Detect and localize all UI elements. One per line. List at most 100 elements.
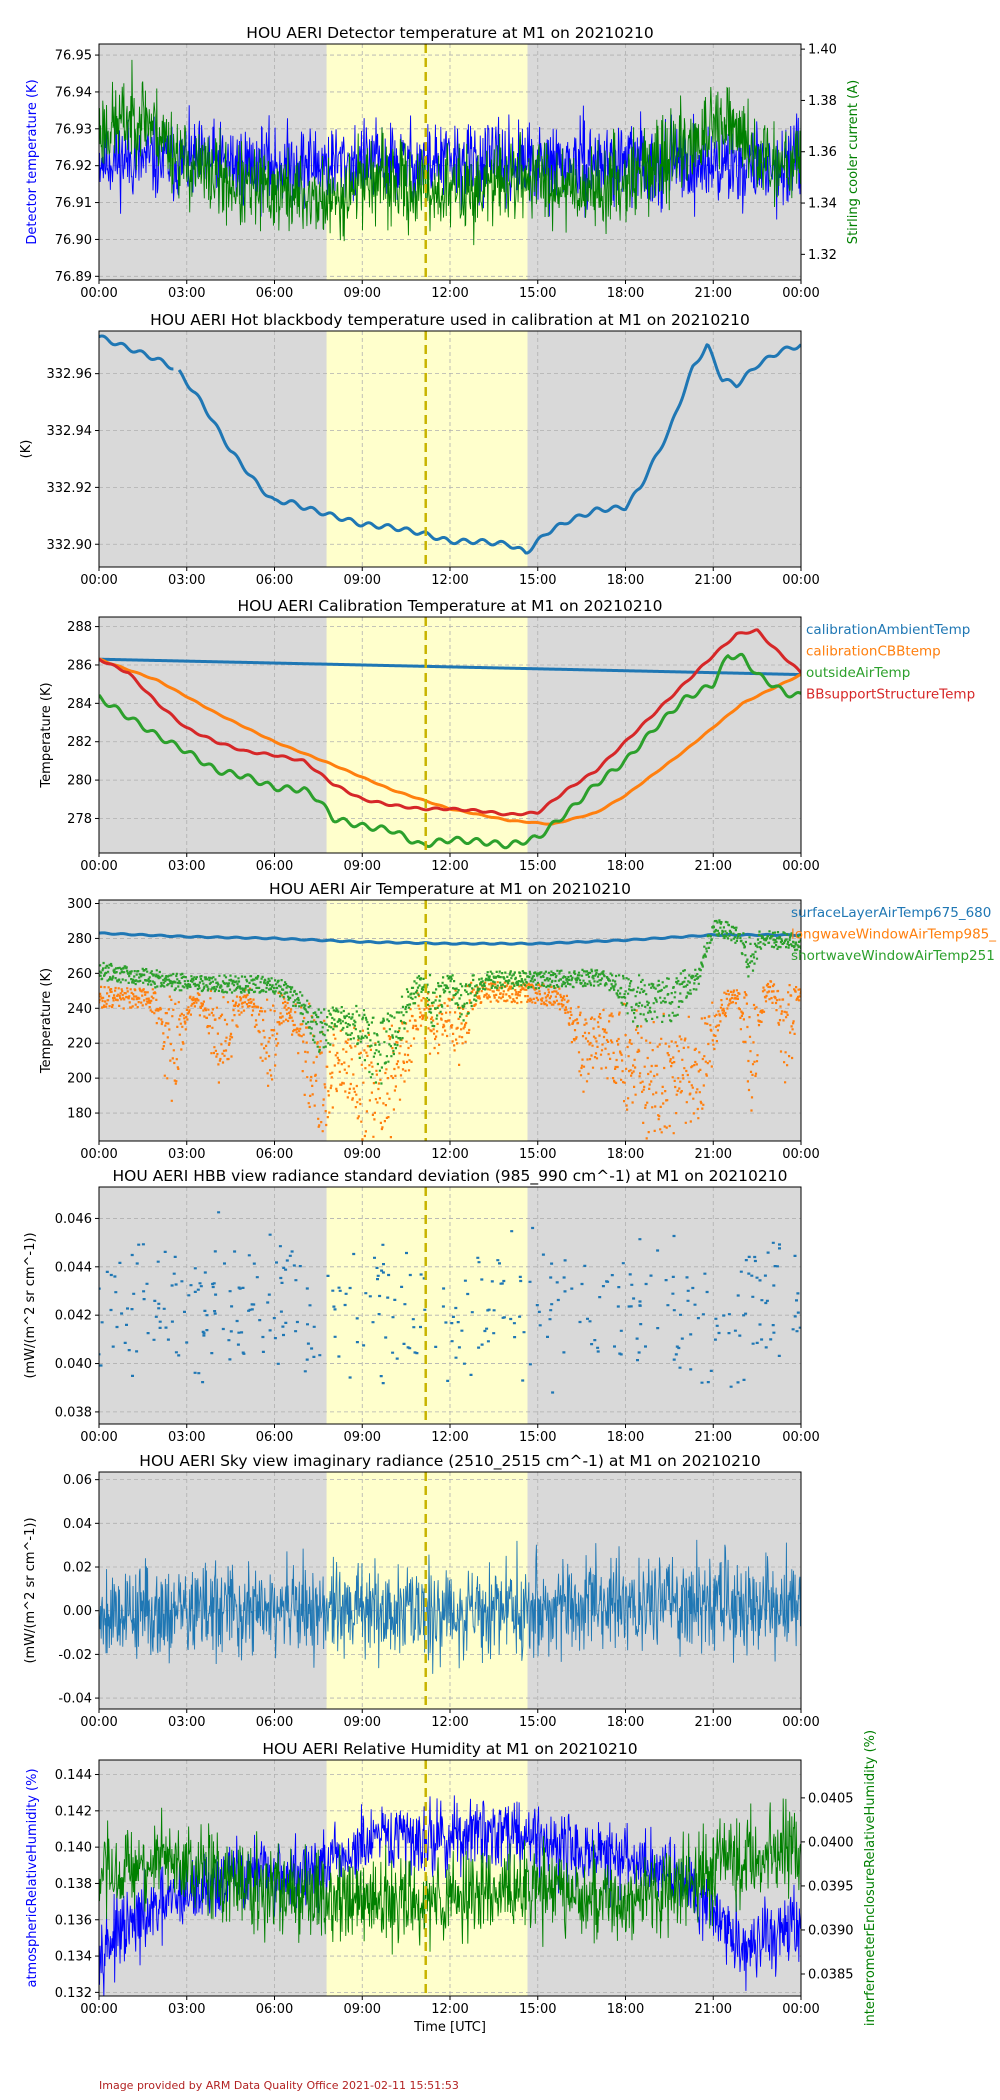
x-tick-label: 21:00	[695, 286, 732, 301]
y2-tick-label: 0.0385	[808, 1967, 854, 1982]
x-tick-label: 03:00	[168, 1715, 205, 1730]
series-group	[99, 334, 801, 555]
x-tick-label: 00:00	[782, 1147, 819, 1162]
series-longwavewindowairtemp985_	[99, 980, 801, 1141]
y-tick-label: 76.91	[55, 196, 92, 211]
chart-title: HOU AERI Calibration Temperature at M1 o…	[238, 597, 663, 615]
y-tick-label: -0.02	[58, 1648, 92, 1663]
x-tick-label: 00:00	[80, 2002, 117, 2017]
daylight-background	[326, 1472, 528, 1709]
y2-tick-label: 1.40	[808, 43, 837, 58]
x-tick-label: 03:00	[168, 1430, 205, 1445]
x-tick-label: 00:00	[80, 1147, 117, 1162]
series-2	[99, 59, 801, 246]
series-2	[99, 1798, 801, 1955]
y-tick-label: 0.136	[55, 1913, 92, 1928]
series-group	[99, 628, 801, 850]
legend-entry: calibrationAmbientTemp	[806, 622, 970, 638]
x-tick-label: 03:00	[168, 286, 205, 301]
chart-title: HOU AERI Relative Humidity at M1 on 2021…	[262, 1740, 637, 1758]
legend-entry: outsideAirTemp	[806, 665, 910, 681]
x-tick-label: 21:00	[695, 2002, 732, 2017]
y-tick-label: 260	[67, 967, 92, 982]
x-tick-label: 06:00	[256, 1430, 293, 1445]
x-tick-label: 12:00	[431, 2002, 468, 2017]
grid	[99, 617, 801, 853]
x-tick-label: 09:00	[344, 573, 381, 588]
credit-text: Image provided by ARM Data Quality Offic…	[99, 2079, 459, 2092]
y2-tick-label: 1.34	[808, 197, 837, 212]
chart-title: HOU AERI Air Temperature at M1 on 202102…	[269, 880, 631, 898]
y-tick-label: 76.92	[55, 159, 92, 174]
y-tick-label: 76.90	[55, 233, 92, 248]
x-tick-label: 03:00	[168, 859, 205, 874]
x-tick-label: 21:00	[695, 573, 732, 588]
y-tick-label: 0.144	[55, 1768, 92, 1783]
y-tick-label: 0.140	[55, 1841, 92, 1856]
chart-title: HOU AERI Sky view imaginary radiance (25…	[139, 1452, 760, 1471]
x-tick-label: 03:00	[168, 573, 205, 588]
y-tick-label: 220	[67, 1037, 92, 1052]
x-tick-label: 00:00	[80, 573, 117, 588]
y-axis-label: Detector temperature (K)	[25, 79, 40, 244]
y-tick-label: 76.89	[55, 270, 92, 285]
x-tick-label: 00:00	[782, 2002, 819, 2017]
x-tick-label: 12:00	[431, 573, 468, 588]
chart-title: HOU AERI Hot blackbody temperature used …	[150, 311, 750, 329]
x-tick-label: 12:00	[431, 859, 468, 874]
y-tick-label: 0.142	[55, 1804, 92, 1819]
x-tick-label: 15:00	[519, 1715, 556, 1730]
y-axis-label: (K)	[19, 440, 34, 459]
y2-tick-label: 1.38	[808, 94, 837, 109]
y-tick-label: 0.134	[55, 1950, 92, 1965]
y-tick-label: 280	[67, 774, 92, 789]
y-tick-label: -0.04	[58, 1692, 92, 1707]
x-tick-label: 00:00	[80, 286, 117, 301]
x-tick-label: 09:00	[344, 859, 381, 874]
y-tick-label: 0.06	[63, 1473, 92, 1488]
y-tick-label: 300	[67, 897, 92, 912]
y-tick-label: 0.042	[55, 1309, 92, 1324]
x-tick-label: 18:00	[607, 1715, 644, 1730]
series-group	[99, 1539, 801, 1674]
y-tick-label: 0.00	[63, 1604, 92, 1619]
grid	[99, 1187, 801, 1424]
x-tick-label: 00:00	[80, 859, 117, 874]
y2-tick-label: 0.0405	[808, 1791, 854, 1806]
y2-tick-label: 0.0400	[808, 1835, 854, 1850]
x-axis-label: Time [UTC]	[413, 2020, 486, 2035]
series-group	[99, 59, 801, 246]
x-tick-label: 00:00	[782, 1715, 819, 1730]
y-tick-label: 180	[67, 1107, 92, 1122]
y2-axis-label: Stirling cooler current (A)	[846, 80, 861, 244]
x-tick-label: 00:00	[782, 573, 819, 588]
y-tick-label: 280	[67, 932, 92, 947]
y-tick-label: 282	[67, 735, 92, 750]
series-surfacelayerairtemp675_680	[99, 931, 801, 946]
x-tick-label: 18:00	[607, 573, 644, 588]
x-tick-label: 00:00	[782, 859, 819, 874]
series-bbsupportstructuretemp	[99, 628, 801, 817]
x-tick-label: 15:00	[519, 573, 556, 588]
y-axis-label: Temperature (K)	[39, 682, 54, 788]
x-tick-label: 06:00	[256, 859, 293, 874]
y-tick-label: 0.046	[55, 1212, 92, 1227]
x-tick-label: 06:00	[256, 2002, 293, 2017]
series-shortwavewindowairtemp251	[99, 919, 801, 1085]
y2-tick-label: 0.0390	[808, 1923, 854, 1938]
y-axis-label: Temperature (K)	[39, 968, 54, 1074]
y-tick-label: 0.04	[63, 1517, 92, 1532]
chart-panel-6: 00:00 03:00 06:00 09:00 12:00 15:00 18:00 21:00…	[23, 1452, 820, 1730]
y-tick-label: 332.94	[47, 424, 93, 439]
y-tick-label: 76.93	[55, 122, 92, 137]
y-tick-label: 0.040	[55, 1357, 92, 1372]
y-tick-label: 288	[67, 620, 92, 635]
x-tick-label: 06:00	[256, 1147, 293, 1162]
chart-title: HOU AERI Detector temperature at M1 on 2…	[246, 24, 653, 42]
x-tick-label: 15:00	[519, 2002, 556, 2017]
x-tick-label: 21:00	[695, 1147, 732, 1162]
y-tick-label: 332.92	[47, 481, 93, 496]
x-tick-label: 18:00	[607, 1430, 644, 1445]
x-tick-label: 21:00	[695, 1430, 732, 1445]
x-tick-label: 12:00	[431, 1715, 468, 1730]
